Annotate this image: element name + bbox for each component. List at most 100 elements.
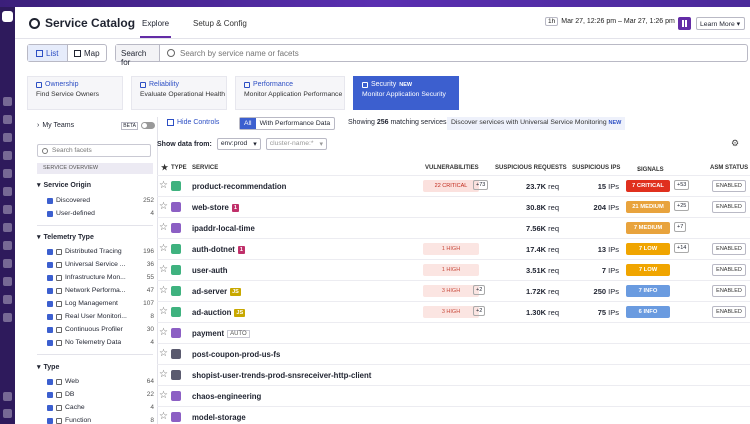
signals-more-badge[interactable]: +53 — [674, 180, 689, 190]
star-icon[interactable]: ☆ — [159, 202, 168, 212]
ci-icon[interactable] — [3, 295, 12, 304]
column-type[interactable]: TYPE — [171, 165, 187, 171]
checkbox-checked[interactable] — [47, 249, 53, 255]
checkbox-checked[interactable] — [47, 211, 53, 217]
signals-more-badge[interactable]: +14 — [674, 243, 689, 253]
network-icon[interactable] — [3, 313, 12, 322]
security-icon[interactable] — [3, 223, 12, 232]
service-name-link[interactable]: model-storage — [192, 413, 246, 422]
tab-ownership[interactable]: Ownership Find Service Owners — [27, 76, 123, 110]
facet-search-input[interactable] — [52, 147, 147, 154]
checkbox-checked[interactable] — [47, 301, 53, 307]
star-icon[interactable]: ☆ — [159, 244, 168, 254]
map-view-button[interactable]: Map — [68, 45, 107, 61]
signals-badge[interactable]: 7 LOW — [626, 243, 670, 255]
checkbox-checked[interactable] — [47, 340, 53, 346]
signals-badge[interactable]: 21 MEDIUM — [626, 201, 670, 213]
table-row[interactable]: ☆ model-storage — [157, 406, 750, 424]
column-suspicious-ips[interactable]: SUSPICIOUS IPS — [572, 165, 620, 171]
service-name-link[interactable]: shopist-user-trends-prod-snsreceiver-htt… — [192, 371, 371, 380]
signals-more-badge[interactable]: +7 — [674, 222, 686, 232]
star-icon[interactable]: ☆ — [159, 391, 168, 401]
rum-icon[interactable] — [3, 259, 12, 268]
home-icon[interactable] — [3, 115, 12, 124]
facet-group-telemetry-type[interactable]: ▾ Telemetry Type — [37, 233, 94, 241]
vulnerability-more-badge[interactable]: +73 — [473, 180, 488, 190]
star-icon[interactable]: ☆ — [159, 412, 168, 422]
facet-item[interactable]: Cache 4 — [47, 404, 154, 411]
tab-setup-config[interactable]: Setup & Config — [193, 19, 247, 28]
checkbox-checked[interactable] — [47, 392, 53, 398]
checkbox-checked[interactable] — [47, 405, 53, 411]
service-name-link[interactable]: auth-dotnet 1 — [192, 245, 245, 254]
facet-item[interactable]: Web 64 — [47, 378, 154, 385]
signals-badge[interactable]: 7 LOW — [626, 264, 670, 276]
service-name-link[interactable]: product-recommendation — [192, 182, 286, 191]
table-row[interactable]: ☆ ad-auction JS 3 HIGH +2 1.30K req 75 IPs 6 IN… — [157, 301, 750, 322]
star-icon[interactable]: ☆ — [159, 223, 168, 233]
gear-icon[interactable]: ⚙ — [731, 138, 739, 149]
usm-discover-banner[interactable]: Discover services with Universal Service… — [447, 117, 625, 130]
filter-with-performance-button[interactable]: With Performance Data — [256, 118, 335, 129]
star-icon[interactable]: ☆ — [159, 307, 168, 317]
vulnerability-more-badge[interactable]: +2 — [473, 285, 485, 295]
service-name-link[interactable]: ad-auction JS — [192, 308, 245, 317]
table-row[interactable]: ☆ post-coupon-prod-us-fs — [157, 343, 750, 364]
facet-item[interactable]: Function 8 — [47, 417, 154, 424]
my-teams-toggle[interactable]: › My Teams BETA — [37, 119, 155, 132]
table-row[interactable]: ☆ user-auth 1 HIGH 3.51K req 7 IPs 7 LOW ENABL… — [157, 259, 750, 280]
signals-badge[interactable]: 7 INFO — [626, 285, 670, 297]
tab-performance[interactable]: Performance Monitor Application Performa… — [235, 76, 345, 110]
checkbox-checked[interactable] — [47, 198, 53, 204]
vulnerability-badge[interactable]: 3 HIGH — [423, 285, 479, 297]
column-asm-status[interactable]: ASM STATUS — [710, 165, 748, 171]
column-vulnerabilities[interactable]: VULNERABILITIES — [425, 165, 479, 171]
checkbox-checked[interactable] — [47, 288, 53, 294]
table-row[interactable]: ☆ payment AUTO — [157, 322, 750, 343]
table-row[interactable]: ☆ product-recommendation 22 CRITICAL +73 23.… — [157, 175, 750, 196]
service-name-link[interactable]: payment AUTO — [192, 329, 250, 338]
column-service[interactable]: SERVICE — [192, 165, 218, 171]
logs-icon[interactable] — [3, 205, 12, 214]
search-icon[interactable] — [3, 97, 12, 106]
vulnerability-badge[interactable]: 1 HIGH — [423, 243, 479, 255]
facet-group-service-origin[interactable]: ▾ Service Origin — [37, 181, 91, 189]
facet-item[interactable]: Network Performa... 47 — [47, 287, 154, 294]
vulnerability-more-badge[interactable]: +2 — [473, 306, 485, 316]
facet-item[interactable]: DB 22 — [47, 391, 154, 398]
star-icon[interactable]: ☆ — [159, 328, 168, 338]
table-row[interactable]: ☆ chaos-engineering — [157, 385, 750, 406]
checkbox-checked[interactable] — [47, 327, 53, 333]
checkbox-checked[interactable] — [47, 314, 53, 320]
facet-item[interactable]: Log Management 107 — [47, 300, 154, 307]
column-suspicious-requests[interactable]: SUSPICIOUS REQUESTS — [495, 165, 567, 171]
service-name-link[interactable]: ipaddr-local-time — [192, 224, 255, 233]
vulnerability-badge[interactable]: 22 CRITICAL — [423, 180, 479, 192]
table-row[interactable]: ☆ web-store 1 30.8K req 204 IPs 21 MEDIUM +25 E… — [157, 196, 750, 217]
cluster-select[interactable]: cluster-name:* ▾ — [266, 138, 327, 150]
apm-icon[interactable] — [3, 169, 12, 178]
tab-security[interactable]: Security NEW Monitor Application Securit… — [353, 76, 459, 110]
service-name-link[interactable]: ad-server JS — [192, 287, 241, 296]
facet-item[interactable]: Distributed Tracing 196 — [47, 248, 154, 255]
datadog-logo-icon[interactable] — [2, 11, 13, 22]
service-name-link[interactable]: user-auth — [192, 266, 228, 275]
signals-badge[interactable]: 7 CRITICAL — [626, 180, 670, 192]
checkbox-checked[interactable] — [47, 418, 53, 424]
facet-item[interactable]: Universal Service ... 36 — [47, 261, 154, 268]
time-range-picker[interactable]: 1h Mar 27, 12:26 pm – Mar 27, 1:26 pm — [545, 17, 686, 26]
vulnerability-badge[interactable]: 1 HIGH — [423, 264, 479, 276]
filter-all-button[interactable]: All — [240, 118, 256, 129]
checkbox-checked[interactable] — [47, 262, 53, 268]
facet-item[interactable]: Discovered 252 — [47, 197, 154, 204]
facet-item[interactable]: User-defined 4 — [47, 210, 154, 217]
star-icon[interactable]: ☆ — [159, 349, 168, 359]
star-icon[interactable]: ☆ — [159, 181, 168, 191]
search-input[interactable] — [180, 49, 680, 58]
help-icon[interactable] — [3, 392, 12, 401]
learn-more-button[interactable]: Learn More ▾ — [696, 17, 745, 30]
star-column-icon[interactable]: ★ — [161, 163, 168, 172]
user-avatar-icon[interactable] — [3, 409, 12, 418]
signals-more-badge[interactable]: +25 — [674, 201, 689, 211]
table-row[interactable]: ☆ auth-dotnet 1 1 HIGH 17.4K req 13 IPs 7 LOW +… — [157, 238, 750, 259]
